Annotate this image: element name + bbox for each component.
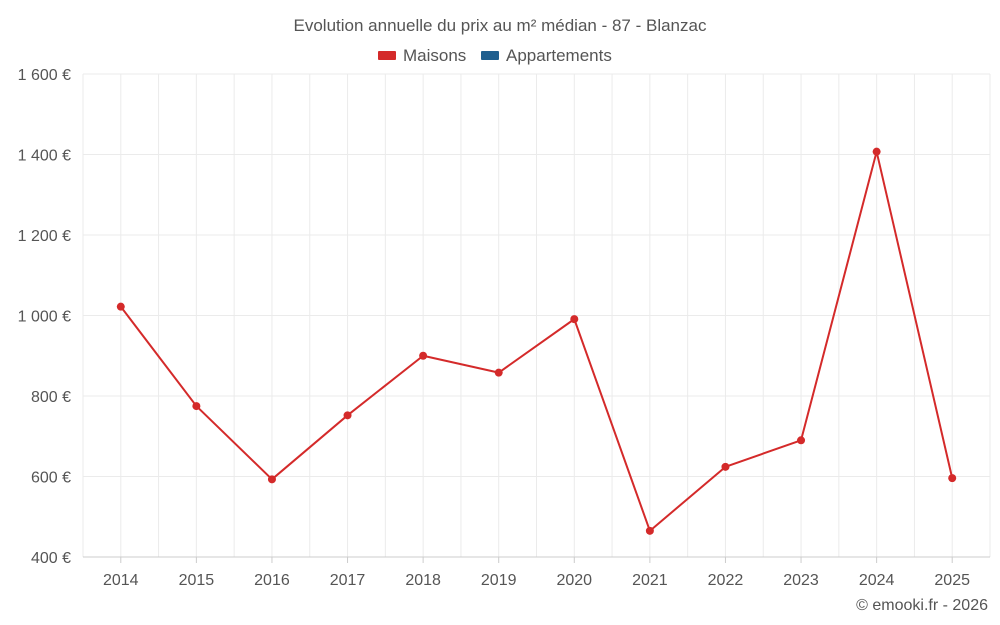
x-tick-label: 2014	[103, 572, 139, 589]
y-tick-label: 400 €	[31, 550, 71, 567]
axes: 400 € 600 € 800 € 1 000 € 1 200 € 1 400 € 1 60…	[18, 67, 990, 589]
data-point-maisons-2015[interactable]	[192, 402, 201, 411]
x-tick-label: 2020	[556, 572, 592, 589]
data-point-maisons-2023[interactable]	[797, 436, 806, 445]
data-point-maisons-2020[interactable]	[570, 315, 579, 324]
y-tick-label: 1 200 €	[18, 228, 71, 245]
y-tick-label: 600 €	[31, 470, 71, 487]
data-point-maisons-2024[interactable]	[872, 147, 881, 156]
data-point-maisons-2022[interactable]	[721, 462, 730, 471]
legend-swatch-maisons	[378, 51, 396, 60]
x-tick-label: 2021	[632, 572, 668, 589]
legend-item-maisons[interactable]: Maisons	[378, 46, 466, 65]
data-point-maisons-2017[interactable]	[343, 411, 352, 420]
data-point-maisons-2016[interactable]	[267, 475, 276, 484]
x-tick-label: 2019	[481, 572, 517, 589]
y-tick-label: 1 400 €	[18, 148, 71, 165]
legend-item-appartements[interactable]: Appartements	[481, 46, 612, 65]
x-tick-label: 2025	[934, 572, 970, 589]
series-line-maisons	[119, 150, 954, 532]
grid	[82, 73, 991, 557]
legend-label-appartements: Appartements	[506, 46, 612, 65]
x-tick-label: 2016	[254, 572, 290, 589]
data-point-maisons-2021[interactable]	[645, 526, 654, 535]
legend-swatch-appartements	[481, 51, 499, 60]
y-tick-label: 800 €	[31, 389, 71, 406]
chart-title: Evolution annuelle du prix au m² médian …	[294, 16, 707, 35]
data-point-maisons-2018[interactable]	[419, 351, 428, 360]
y-tick-label: 1 600 €	[18, 67, 71, 84]
data-point-maisons-2025[interactable]	[948, 474, 957, 483]
series-maisons	[116, 147, 957, 535]
y-tick-label: 1 000 €	[18, 309, 71, 326]
x-tick-label: 2018	[405, 572, 441, 589]
x-tick-label: 2024	[859, 572, 895, 589]
data-point-maisons-2014[interactable]	[116, 302, 125, 311]
legend: Maisons Appartements	[378, 46, 612, 65]
data-point-maisons-2019[interactable]	[494, 368, 503, 377]
x-tick-label: 2017	[330, 572, 366, 589]
x-tick-label: 2023	[783, 572, 819, 589]
legend-label-maisons: Maisons	[403, 46, 466, 65]
x-tick-label: 2015	[179, 572, 215, 589]
x-tick-label: 2022	[708, 572, 744, 589]
credit-text: © emooki.fr - 2026	[856, 597, 988, 614]
